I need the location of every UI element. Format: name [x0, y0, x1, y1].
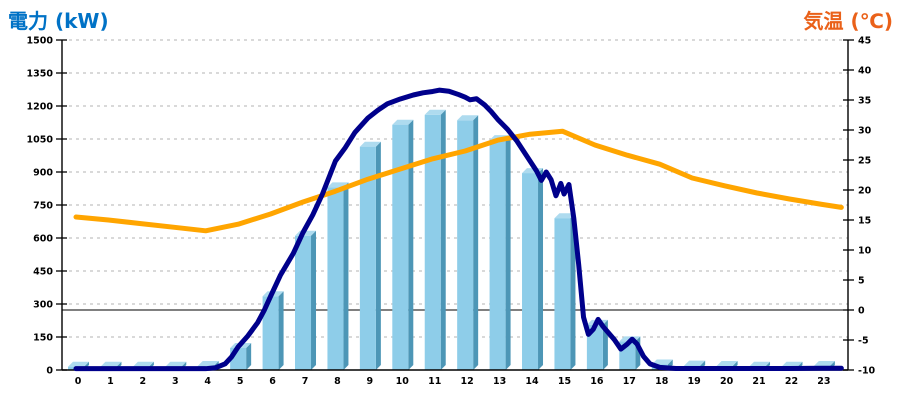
- bar: [554, 218, 571, 370]
- bar-side: [570, 213, 576, 370]
- left-tick-label: 1500: [27, 36, 54, 47]
- right-tick-label: 35: [858, 96, 871, 107]
- x-tick-label: 2: [140, 376, 147, 387]
- bar: [457, 120, 474, 370]
- x-tick-label: 0: [75, 376, 82, 387]
- x-tick-label: 11: [428, 376, 441, 387]
- x-tick-label: 16: [590, 376, 604, 387]
- x-tick-label: 3: [172, 376, 179, 387]
- bar-top: [457, 115, 479, 121]
- x-tick-label: 6: [269, 376, 276, 387]
- x-tick-label: 5: [237, 376, 244, 387]
- bar-side: [278, 291, 284, 370]
- bar-top: [813, 361, 835, 367]
- bar-top: [749, 361, 771, 367]
- x-tick-label: 20: [720, 376, 734, 387]
- bar-top: [165, 361, 187, 367]
- bar-top: [651, 359, 673, 365]
- left-tick-label: 1200: [27, 102, 54, 113]
- bar-top: [424, 109, 446, 115]
- bar: [327, 187, 344, 370]
- right-tick-label: 20: [858, 186, 872, 197]
- bar-side: [538, 168, 544, 370]
- bar-side: [505, 135, 511, 370]
- bar-side: [473, 115, 479, 370]
- right-tick-label: 45: [858, 36, 871, 47]
- bar-side: [375, 141, 381, 370]
- bar-top: [684, 360, 706, 366]
- bar-top: [781, 361, 803, 367]
- temperature-line: [73, 128, 844, 234]
- power-line: [73, 87, 844, 372]
- x-tick-label: 8: [334, 376, 341, 387]
- bar-top: [392, 119, 414, 125]
- x-tick-label: 18: [655, 376, 669, 387]
- bar: [424, 114, 441, 370]
- x-tick-label: 21: [752, 376, 765, 387]
- left-tick-label: 600: [33, 234, 53, 245]
- bar-top: [554, 213, 576, 219]
- right-tick-label: 30: [858, 126, 872, 137]
- x-tick-label: 4: [204, 376, 211, 387]
- x-tick-label: 10: [396, 376, 410, 387]
- bar: [359, 146, 376, 370]
- bar-top: [716, 361, 738, 367]
- left-tick-label: 750: [33, 201, 53, 212]
- left-tick-label: 1350: [27, 69, 54, 80]
- bar: [522, 173, 539, 370]
- bar-side: [311, 230, 317, 370]
- bar: [392, 124, 409, 370]
- bar-top: [68, 361, 89, 367]
- x-tick-label: 14: [525, 376, 539, 387]
- left-tick-label: 300: [33, 300, 53, 311]
- bar: [489, 140, 506, 370]
- right-tick-label: 40: [858, 66, 872, 77]
- left-tick-label: 900: [33, 168, 53, 179]
- bar-side: [440, 109, 446, 371]
- right-tick-label: 25: [858, 156, 871, 167]
- right-axis-title: 気温 (℃): [803, 9, 893, 33]
- bar-side: [408, 119, 414, 370]
- x-tick-label: 9: [367, 376, 374, 387]
- x-tick-label: 12: [461, 376, 474, 387]
- bar: [295, 235, 312, 370]
- x-tick-label: 19: [688, 376, 701, 387]
- x-tick-label: 15: [558, 376, 571, 387]
- left-tick-label: 0: [46, 366, 53, 377]
- bar-side: [343, 182, 349, 370]
- bar-side: [246, 343, 252, 370]
- right-tick-label: 15: [858, 216, 871, 227]
- x-tick-label: 17: [623, 376, 636, 387]
- bar-top: [359, 141, 381, 147]
- left-tick-label: 150: [33, 333, 53, 344]
- right-tick-label: -10: [858, 366, 876, 377]
- left-tick-label: 1050: [27, 135, 54, 146]
- right-tick-label: 0: [858, 306, 865, 317]
- bar-top: [197, 361, 219, 367]
- x-tick-label: 1: [107, 376, 114, 387]
- left-tick-label: 450: [33, 267, 53, 278]
- bar-top: [132, 361, 154, 367]
- bar-top: [100, 361, 122, 367]
- x-tick-label: 23: [817, 376, 830, 387]
- x-tick-label: 7: [302, 376, 309, 387]
- bar: [586, 324, 603, 370]
- x-tick-label: 22: [785, 376, 798, 387]
- right-tick-label: -5: [858, 336, 869, 347]
- bar: [262, 296, 279, 370]
- right-tick-label: 5: [858, 276, 865, 287]
- left-axis-title: 電力 (kW): [8, 9, 109, 33]
- right-tick-label: 10: [858, 246, 872, 257]
- x-tick-label: 13: [493, 376, 506, 387]
